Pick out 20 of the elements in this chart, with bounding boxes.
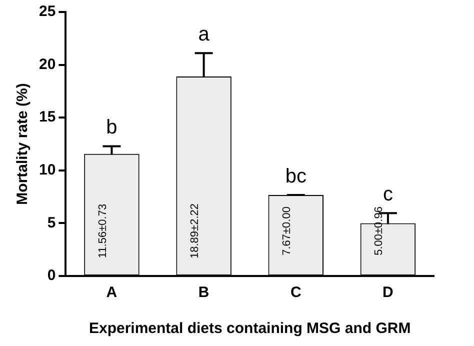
y-tick-label: 25	[38, 3, 56, 20]
data-label: 11.56±0.73	[96, 204, 109, 258]
y-tick-label: 20	[38, 56, 56, 73]
annotation: a	[198, 24, 210, 46]
x-tick-label: A	[106, 284, 118, 302]
y-tick-label: 10	[38, 162, 56, 179]
annotation: bc	[285, 166, 306, 188]
x-tick-label: B	[198, 284, 210, 302]
y-tick-label: 0	[47, 267, 56, 284]
y-tick-label: 5	[47, 214, 56, 232]
annotation: b	[106, 116, 118, 139]
data-label: 7.67±0.00	[280, 206, 293, 256]
annotation: c	[382, 184, 393, 206]
x-tick-label: C	[290, 284, 302, 302]
data-label: 18.89±2.22	[188, 204, 201, 258]
x-tick-label: D	[382, 284, 394, 302]
y-axis-title: Mortality rate (%)	[14, 83, 32, 205]
x-axis-title: Experimental diets containing MSG and GRM	[88, 320, 411, 338]
y-tick-label: 15	[38, 108, 56, 126]
data-label: 5.00±0.96	[372, 206, 385, 256]
